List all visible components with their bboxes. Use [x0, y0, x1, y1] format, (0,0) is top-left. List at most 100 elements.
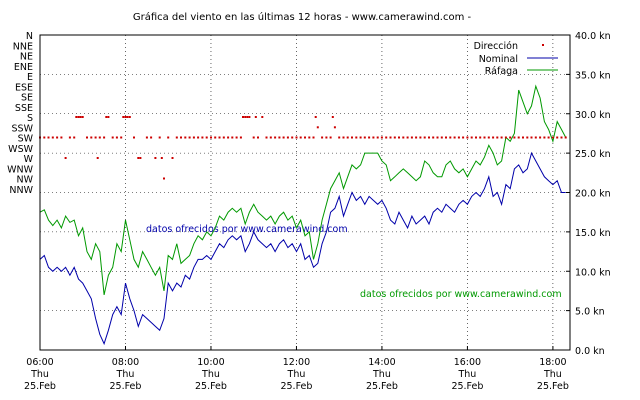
- direction-point: [380, 136, 383, 139]
- direction-point: [564, 136, 567, 139]
- y-tick-label: 40.0 kn: [575, 31, 611, 42]
- direction-point: [286, 136, 289, 139]
- direction-point: [393, 136, 396, 139]
- direction-label: ENE: [14, 62, 33, 73]
- direction-point: [406, 136, 409, 139]
- direction-point: [316, 126, 319, 129]
- direction-point: [180, 136, 182, 139]
- direction-label: ESE: [15, 82, 33, 93]
- direction-point: [428, 136, 430, 139]
- direction-point: [244, 116, 247, 118]
- direction-point: [299, 136, 302, 139]
- direction-point: [122, 116, 125, 118]
- direction-point: [201, 136, 204, 139]
- direction-label: E: [27, 72, 33, 83]
- series-line-ráfaga: [39, 84, 567, 296]
- direction-point: [325, 136, 328, 139]
- series-line-nominal: [39, 151, 566, 346]
- direction-point: [197, 136, 200, 139]
- direction-point: [77, 116, 80, 118]
- direction-label: NNW: [9, 185, 33, 196]
- chart-title: Gráfica del viento en las últimas 12 hor…: [133, 11, 472, 23]
- direction-point: [60, 136, 63, 139]
- direction-point: [470, 136, 473, 139]
- direction-point: [184, 136, 187, 139]
- direction-point: [547, 136, 550, 139]
- legend-label-rafaga: Ráfaga: [485, 66, 518, 77]
- direction-point: [368, 136, 371, 139]
- direction-point: [246, 116, 249, 118]
- direction-point: [504, 136, 507, 139]
- direction-point: [94, 136, 97, 139]
- direction-point: [98, 136, 101, 139]
- direction-label: W: [24, 154, 34, 165]
- direction-point: [128, 116, 131, 118]
- direction-point: [509, 136, 512, 139]
- direction-point: [355, 136, 358, 139]
- direction-point: [487, 136, 490, 139]
- y-tick-label: 20.0 kn: [575, 189, 611, 200]
- direction-point: [137, 157, 140, 159]
- x-tick-time: 14:00: [368, 357, 395, 368]
- direction-point: [419, 136, 422, 139]
- legend-label-direccion: Dirección: [474, 41, 518, 52]
- direction-point: [445, 136, 447, 139]
- direction-point: [483, 136, 486, 139]
- x-tick-day: Thu: [116, 369, 135, 380]
- x-tick-date: 25.Feb: [110, 381, 142, 392]
- direction-point: [331, 116, 334, 118]
- y-tick-label: 10.0 kn: [575, 267, 611, 278]
- direction-point: [56, 136, 59, 139]
- watermark-text: datos ofrecidos por www.camerawind.com: [146, 224, 348, 235]
- direction-point: [47, 136, 50, 139]
- x-tick-time: 12:00: [283, 357, 310, 368]
- direction-point: [120, 136, 123, 139]
- direction-point: [222, 136, 225, 139]
- direction-point: [475, 136, 477, 139]
- x-tick-day: Thu: [543, 369, 562, 380]
- direction-point: [171, 157, 174, 159]
- direction-point: [500, 136, 503, 139]
- direction-point: [329, 136, 332, 139]
- direction-point: [308, 136, 311, 139]
- direction-label: SW: [18, 134, 34, 145]
- direction-point: [462, 136, 465, 139]
- direction-point: [398, 136, 400, 139]
- direction-point: [160, 157, 163, 159]
- series: [39, 84, 567, 346]
- direction-point: [79, 116, 82, 118]
- direction-point: [126, 116, 129, 118]
- direction-label: NE: [20, 52, 33, 63]
- x-tick-date: 25.Feb: [24, 381, 56, 392]
- direction-label: SSW: [12, 123, 34, 134]
- time-axis-labels: 06:00Thu25.Feb08:00Thu25.Feb10:00Thu25.F…: [24, 357, 569, 392]
- direction-point: [64, 157, 67, 159]
- direction-point: [227, 136, 230, 139]
- direction-point: [154, 157, 157, 159]
- direction-point: [105, 116, 108, 118]
- y-tick-label: 0.0 kn: [575, 346, 605, 357]
- direction-point: [440, 136, 443, 139]
- direction-point: [192, 136, 195, 139]
- direction-point: [496, 136, 499, 139]
- direction-point: [312, 136, 315, 139]
- direction-point: [291, 136, 294, 139]
- direction-point: [163, 177, 165, 180]
- speed-axis-labels: 0.0 kn 5.0 kn 10.0 kn 15.0 kn 20.0 kn 25.0 kn…: [575, 31, 611, 357]
- direction-point: [453, 136, 456, 139]
- direction-point: [167, 136, 170, 139]
- direction-point: [81, 116, 84, 118]
- watermark-text: datos ofrecidos por www.camerawind.com: [360, 289, 562, 300]
- direction-point: [295, 136, 298, 139]
- direction-point: [111, 136, 114, 139]
- direction-point: [556, 136, 559, 139]
- direction-label: NW: [17, 175, 34, 186]
- direction-point: [351, 136, 353, 139]
- direction-point: [389, 136, 392, 139]
- x-tick-date: 25.Feb: [537, 381, 569, 392]
- direction-point: [96, 157, 99, 159]
- direction-point: [432, 136, 435, 139]
- direction-point: [517, 136, 520, 139]
- x-tick-time: 10:00: [197, 357, 224, 368]
